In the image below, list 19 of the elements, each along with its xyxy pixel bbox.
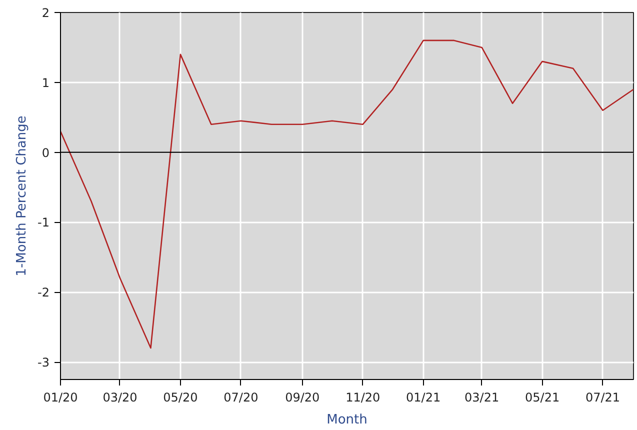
x-tick-label: 07/20: [224, 390, 258, 404]
x-tick-label: 07/21: [585, 390, 620, 404]
x-tick-label: 05/20: [163, 390, 198, 404]
x-tick-label: 03/21: [464, 390, 500, 404]
line-series: [60, 40, 634, 349]
x-tick-label: 01/21: [406, 390, 441, 404]
x-tick-label: 03/20: [102, 390, 138, 404]
y-axis-title: 1-Month Percent Change: [14, 116, 30, 276]
x-tick-label: 11/20: [346, 390, 380, 404]
x-tick-label: 01/20: [43, 390, 78, 404]
y-tick-label: -1: [38, 216, 50, 230]
y-tick-label: 2: [42, 6, 50, 20]
y-tick-label: 0: [42, 146, 50, 160]
x-axis-title: Month: [326, 412, 368, 428]
y-tick-label: 1: [42, 76, 50, 90]
y-tick-label: -2: [38, 286, 50, 300]
x-tick-label: 05/21: [525, 390, 560, 404]
y-tick-label: -3: [38, 356, 50, 370]
x-tick-label: 09/20: [285, 390, 320, 404]
